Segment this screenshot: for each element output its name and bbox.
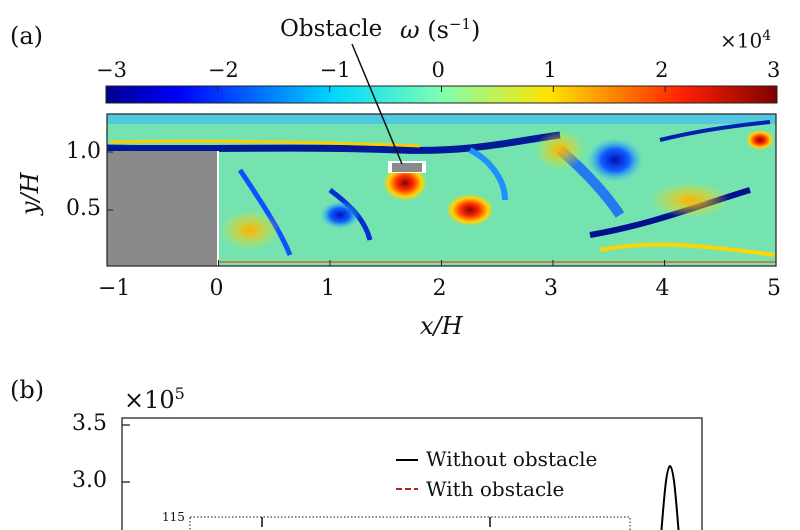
x-tick-label: 5 (767, 276, 781, 301)
colorbar-multiplier: ×104 (720, 28, 772, 53)
series-without-obstacle-peak (660, 464, 680, 530)
x-tick-label: −1 (98, 276, 131, 301)
inset-tick-115: 115 (162, 510, 185, 524)
colorbar-tick-label: −3 (96, 58, 127, 82)
x-tick-label: 4 (655, 276, 670, 301)
panel-b-label: (b) (10, 376, 45, 404)
colorbar-tick-label: −2 (207, 58, 239, 82)
panel-a-label: (a) (10, 22, 44, 50)
y-tick-3.5: 3.5 (72, 411, 107, 436)
colorbar-tick-label: −1 (319, 58, 351, 82)
colorbar-tick-marks (105, 86, 778, 92)
obstacle-annotation-label: Obstacle (280, 16, 383, 42)
y-tick-1.0: 1.0 (66, 139, 101, 164)
obstacle-pointer-line (351, 43, 403, 165)
panel-b-multiplier: ×105 (124, 384, 185, 414)
x-tick-label: 2 (432, 276, 447, 301)
colorbar-tick-label: 2 (655, 58, 669, 82)
backward-facing-step (107, 151, 218, 266)
y-axis-title-a: y/H (16, 172, 44, 215)
vorticity-field (107, 114, 776, 266)
colorbar-title: ω (s−1) (400, 15, 481, 44)
x-tick-label: 3 (544, 276, 558, 301)
x-tick-label: 1 (321, 276, 335, 301)
panel-a-x-tick-marks (106, 260, 777, 266)
inset-frame (189, 516, 631, 530)
legend-label-without: Without obstacle (426, 447, 598, 471)
colorbar-tick-label: 1 (543, 58, 557, 82)
x-tick-label: 0 (209, 276, 224, 301)
panel-a-y-tick-marks (107, 151, 113, 211)
y-tick-3.0: 3.0 (72, 468, 107, 493)
y-tick-0.5: 0.5 (66, 196, 101, 221)
colorbar-tick-label: 3 (767, 58, 781, 82)
colorbar-tick-label: 0 (431, 58, 445, 82)
x-axis-title-a: x/H (420, 312, 463, 340)
legend-label-with: With obstacle (426, 477, 565, 501)
panel-b-plot-frame (121, 417, 703, 530)
